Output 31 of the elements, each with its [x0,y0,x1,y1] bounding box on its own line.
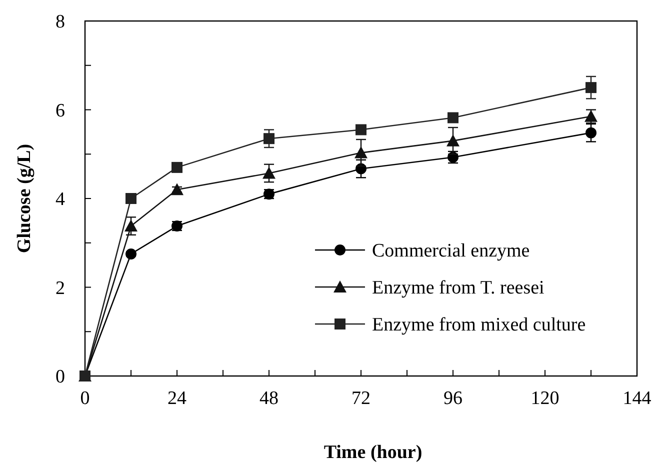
y-tick-label: 4 [56,189,66,210]
point [264,133,274,144]
x-tick-label: 24 [168,388,187,409]
point [448,112,458,124]
point [356,124,366,136]
point [126,193,136,204]
x-tick-label: 96 [444,388,462,409]
legend-label: Commercial enzyme [372,240,530,262]
x-tick-label: 0 [80,388,90,409]
x-tick-label: 144 [622,388,652,409]
point [124,220,138,232]
point [262,166,276,179]
point [446,134,460,146]
point [584,110,598,122]
point [586,82,596,94]
x-axis-title: Time (hour) [324,442,422,463]
point [354,146,368,158]
x-tick-label: 120 [530,388,560,409]
point [586,127,596,138]
y-tick-label: 2 [56,278,65,299]
point [172,162,182,173]
y-tick-label: 0 [56,366,65,388]
x-tick-label: 48 [260,388,278,409]
y-tick-label: 8 [56,12,65,33]
y-tick-label: 6 [56,100,65,122]
point [126,248,136,260]
legend-label: Enzyme from T. reesei [372,278,544,299]
y-axis-title: Glucose (g/L) [14,144,35,254]
legend-label: Enzyme from mixed culture [372,314,586,336]
x-tick-label: 72 [352,388,370,409]
point [170,183,184,196]
